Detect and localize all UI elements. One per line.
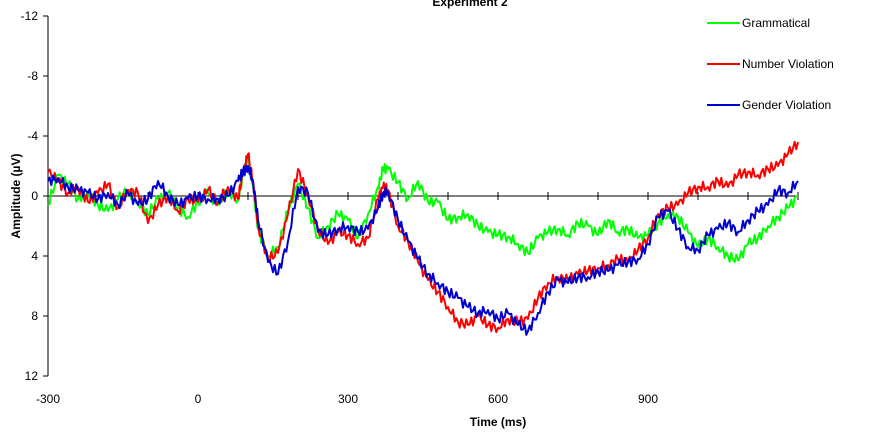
- legend-label: Gender Violation: [742, 98, 831, 112]
- x-tick-label: -300: [36, 392, 60, 406]
- chart-title: Experiment 2: [432, 0, 508, 9]
- y-tick-label: -4: [27, 129, 38, 143]
- series-line-gender-violation: [47, 164, 799, 336]
- y-axis-title: Amplitude (µV): [9, 154, 23, 239]
- series-lines: [47, 140, 799, 336]
- y-tick-label: -12: [21, 9, 39, 23]
- x-tick-label: 300: [338, 392, 358, 406]
- y-tick-label: -8: [27, 69, 38, 83]
- x-tick-label: 600: [488, 392, 508, 406]
- y-tick-label: 4: [31, 249, 38, 263]
- x-tick-label: 900: [638, 392, 658, 406]
- legend-label: Number Violation: [742, 57, 834, 71]
- legend: Grammatical Number Violation Gender Violat…: [707, 16, 834, 112]
- series-line-number-violation: [47, 140, 799, 334]
- x-tick-label: 0: [195, 392, 202, 406]
- axes: -12 -8 -4 0 4 8 12 -300 0 300 600 900: [21, 9, 799, 406]
- y-tick-label: 8: [31, 309, 38, 323]
- legend-label: Grammatical: [742, 16, 810, 30]
- series-line-grammatical: [47, 154, 799, 263]
- x-axis-title: Time (ms): [470, 415, 526, 429]
- y-tick-label: 0: [31, 189, 38, 203]
- y-tick-label: 12: [25, 369, 39, 383]
